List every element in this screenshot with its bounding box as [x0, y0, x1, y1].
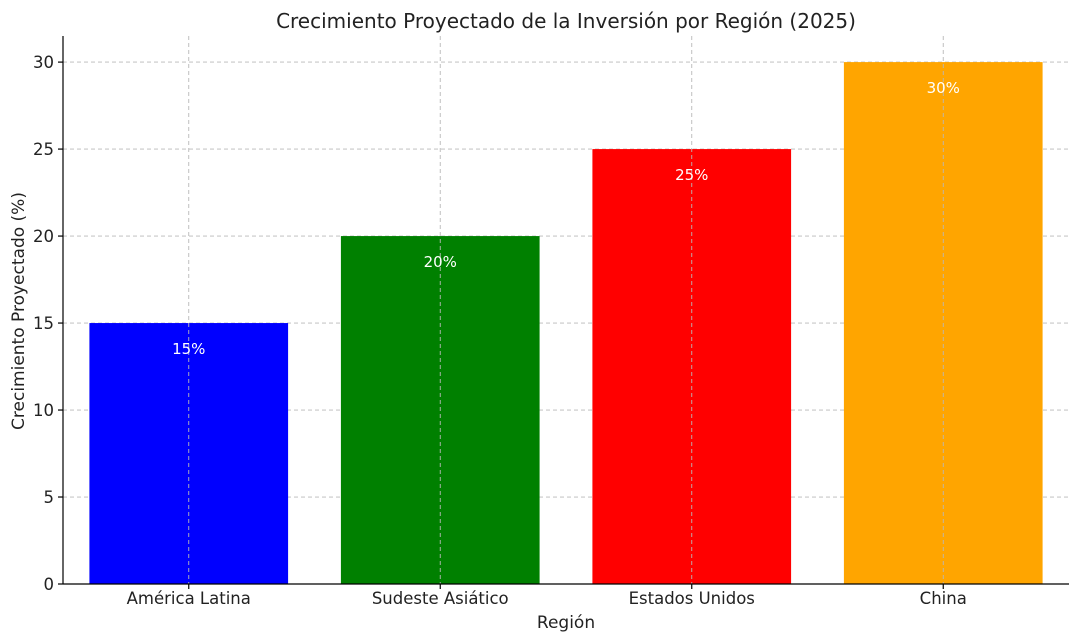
- bar: [89, 323, 289, 584]
- bar-value-label: 20%: [424, 253, 457, 271]
- x-axis-label: Región: [537, 613, 595, 633]
- y-tick-label: 10: [33, 401, 54, 420]
- value-labels: 15% 20% 25% 30%: [172, 79, 960, 358]
- bars: [89, 36, 1043, 585]
- bar-value-label: 30%: [927, 79, 960, 97]
- bar-value-label: 15%: [172, 340, 205, 358]
- axes: [58, 36, 1069, 589]
- y-tick-label: 5: [44, 488, 55, 507]
- x-tick-label: Estados Unidos: [629, 589, 755, 608]
- x-tick-label: América Latina: [127, 589, 251, 608]
- y-tick-label: 0: [44, 575, 55, 594]
- y-tick-label: 25: [33, 140, 54, 159]
- bar-value-label: 25%: [675, 166, 708, 184]
- tick-labels: 0 5 10 15 20 25 30 América Latina Sudeste Asiáti…: [33, 53, 967, 608]
- x-tick-label: China: [920, 589, 967, 608]
- y-axis-label: Crecimiento Proyectado (%): [9, 192, 29, 430]
- chart-title: Crecimiento Proyectado de la Inversión p…: [276, 9, 856, 33]
- y-tick-label: 15: [33, 314, 54, 333]
- y-tick-label: 30: [33, 53, 54, 72]
- x-tick-label: Sudeste Asiático: [372, 589, 509, 608]
- y-tick-label: 20: [33, 227, 54, 246]
